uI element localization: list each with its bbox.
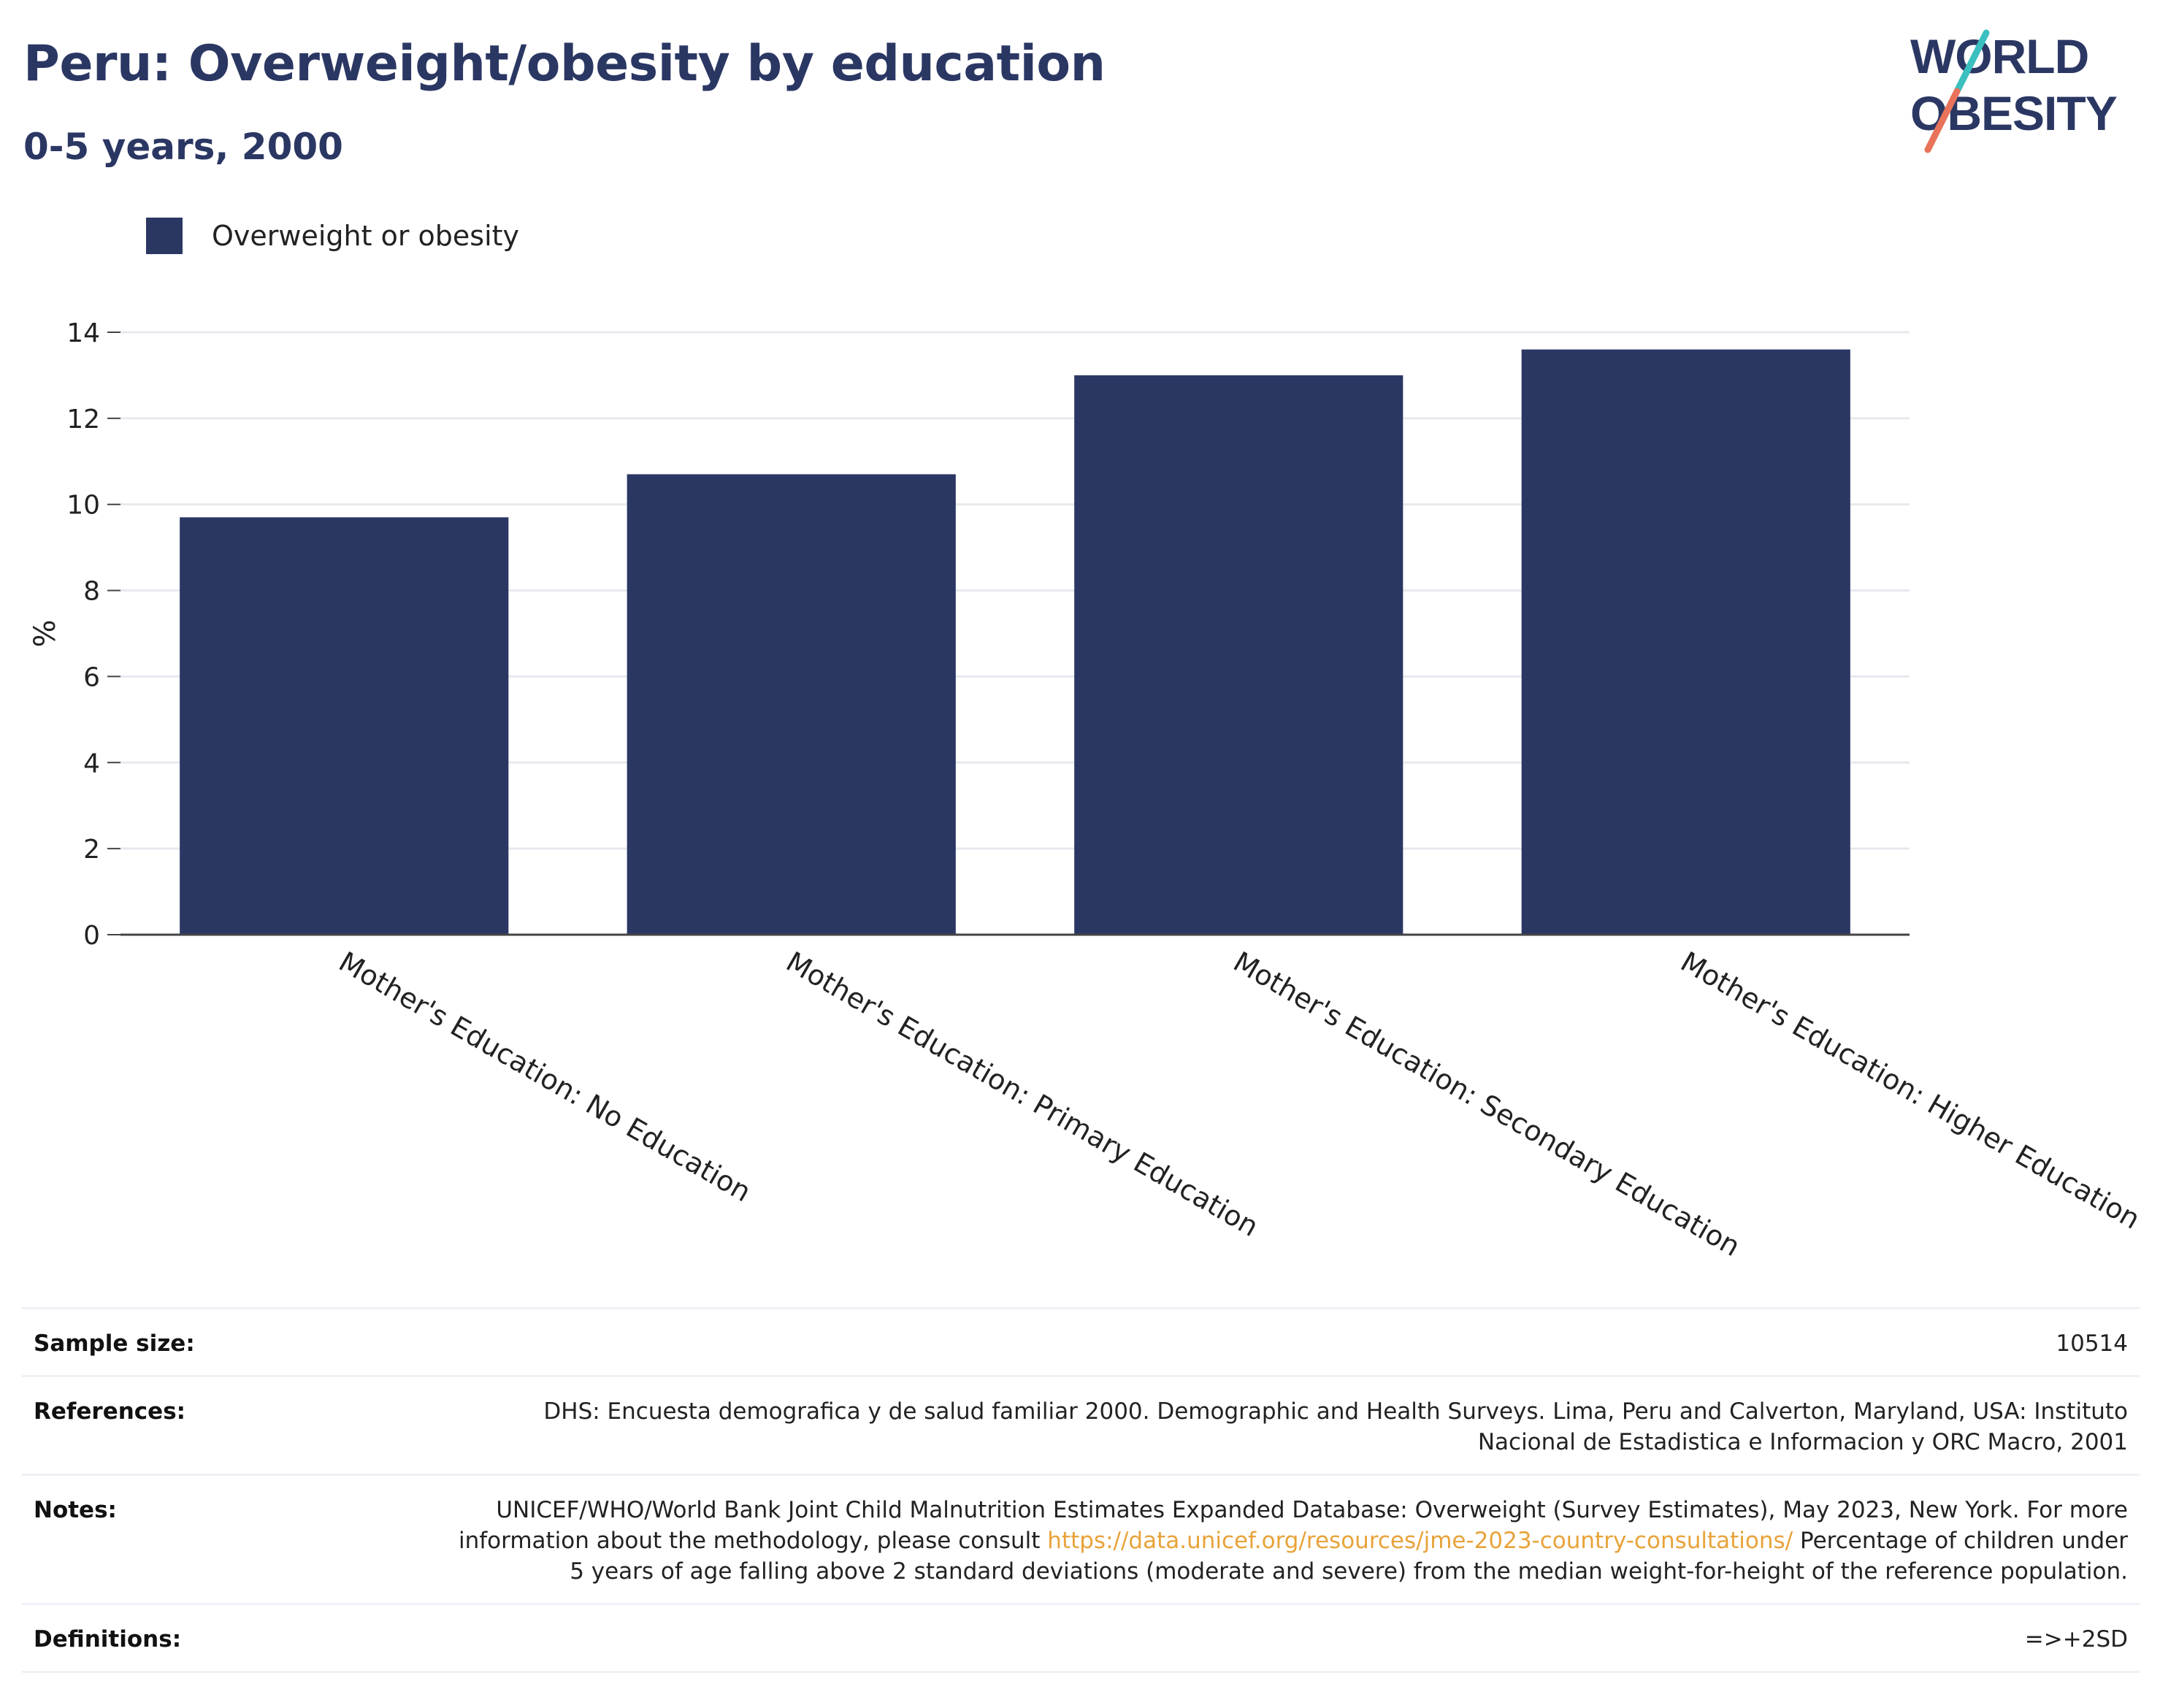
y-tick-label: 4 [83, 748, 100, 778]
logo-line1: WORLD [1910, 29, 2088, 83]
footer-row-notes: Notes: UNICEF/WHO/World Bank Joint Child… [22, 1474, 2140, 1603]
bar [1521, 349, 1850, 935]
x-tick-label: Mother's Education: No Education [334, 946, 757, 1209]
chart-footer: Sample size: 10514 References: DHS: Encu… [22, 1307, 2140, 1673]
bar [1074, 375, 1403, 935]
legend-label: Overweight or obesity [212, 220, 520, 252]
y-tick-label: 14 [66, 318, 100, 348]
footer-row-sample-size: Sample size: 10514 [22, 1307, 2140, 1375]
y-tick-label: 10 [66, 491, 100, 521]
chart-legend: Overweight or obesity [146, 218, 519, 254]
x-tick-label: Mother's Education: Secondary Education [1228, 946, 1746, 1263]
sample-size-label: Sample size: [34, 1330, 195, 1357]
x-tick-label: Mother's Education: Primary Education [781, 946, 1264, 1243]
notes-value: UNICEF/WHO/World Bank Joint Child Malnut… [448, 1495, 2128, 1587]
notes-text-2: Percentage of children under 5 years of … [570, 1528, 2128, 1585]
y-tick-label: 6 [83, 662, 100, 692]
references-label: References: [34, 1398, 186, 1425]
y-axis-label: % [28, 619, 62, 647]
chart-title: Peru: Overweight/obesity by education [23, 35, 1106, 93]
notes-link[interactable]: https://data.unicef.org/resources/jme-20… [1047, 1528, 1793, 1554]
references-value: DHS: Encuesta demografica y de salud fam… [543, 1398, 2128, 1455]
sample-size-value: 10514 [2056, 1330, 2128, 1357]
x-tick-label: Mother's Education: Higher Education [1675, 946, 2145, 1236]
bar-chart: 0 2 4 6 8 10 12 14% Mother's Education: No Educa… [28, 318, 2145, 1263]
y-tick-label: 8 [83, 577, 100, 607]
y-tick-label: 0 [83, 921, 100, 951]
footer-row-definitions: Definitions: =>+2SD [22, 1603, 2140, 1673]
footer-row-references: References: DHS: Encuesta demografica y … [22, 1375, 2140, 1474]
bar [180, 517, 509, 935]
world-obesity-logo: WORLD OBESITY [1910, 29, 2118, 153]
notes-label: Notes: [34, 1497, 117, 1523]
y-tick-label: 12 [66, 405, 100, 434]
chart-subtitle: 0-5 years, 2000 [23, 126, 343, 168]
y-tick-label: 2 [83, 835, 100, 865]
bar [627, 474, 956, 935]
definitions-label: Definitions: [34, 1626, 182, 1653]
notes-text-1: UNICEF/WHO/World Bank Joint Child Malnut… [458, 1497, 2128, 1554]
definitions-value: =>+2SD [2024, 1626, 2128, 1653]
legend-swatch [146, 218, 183, 254]
